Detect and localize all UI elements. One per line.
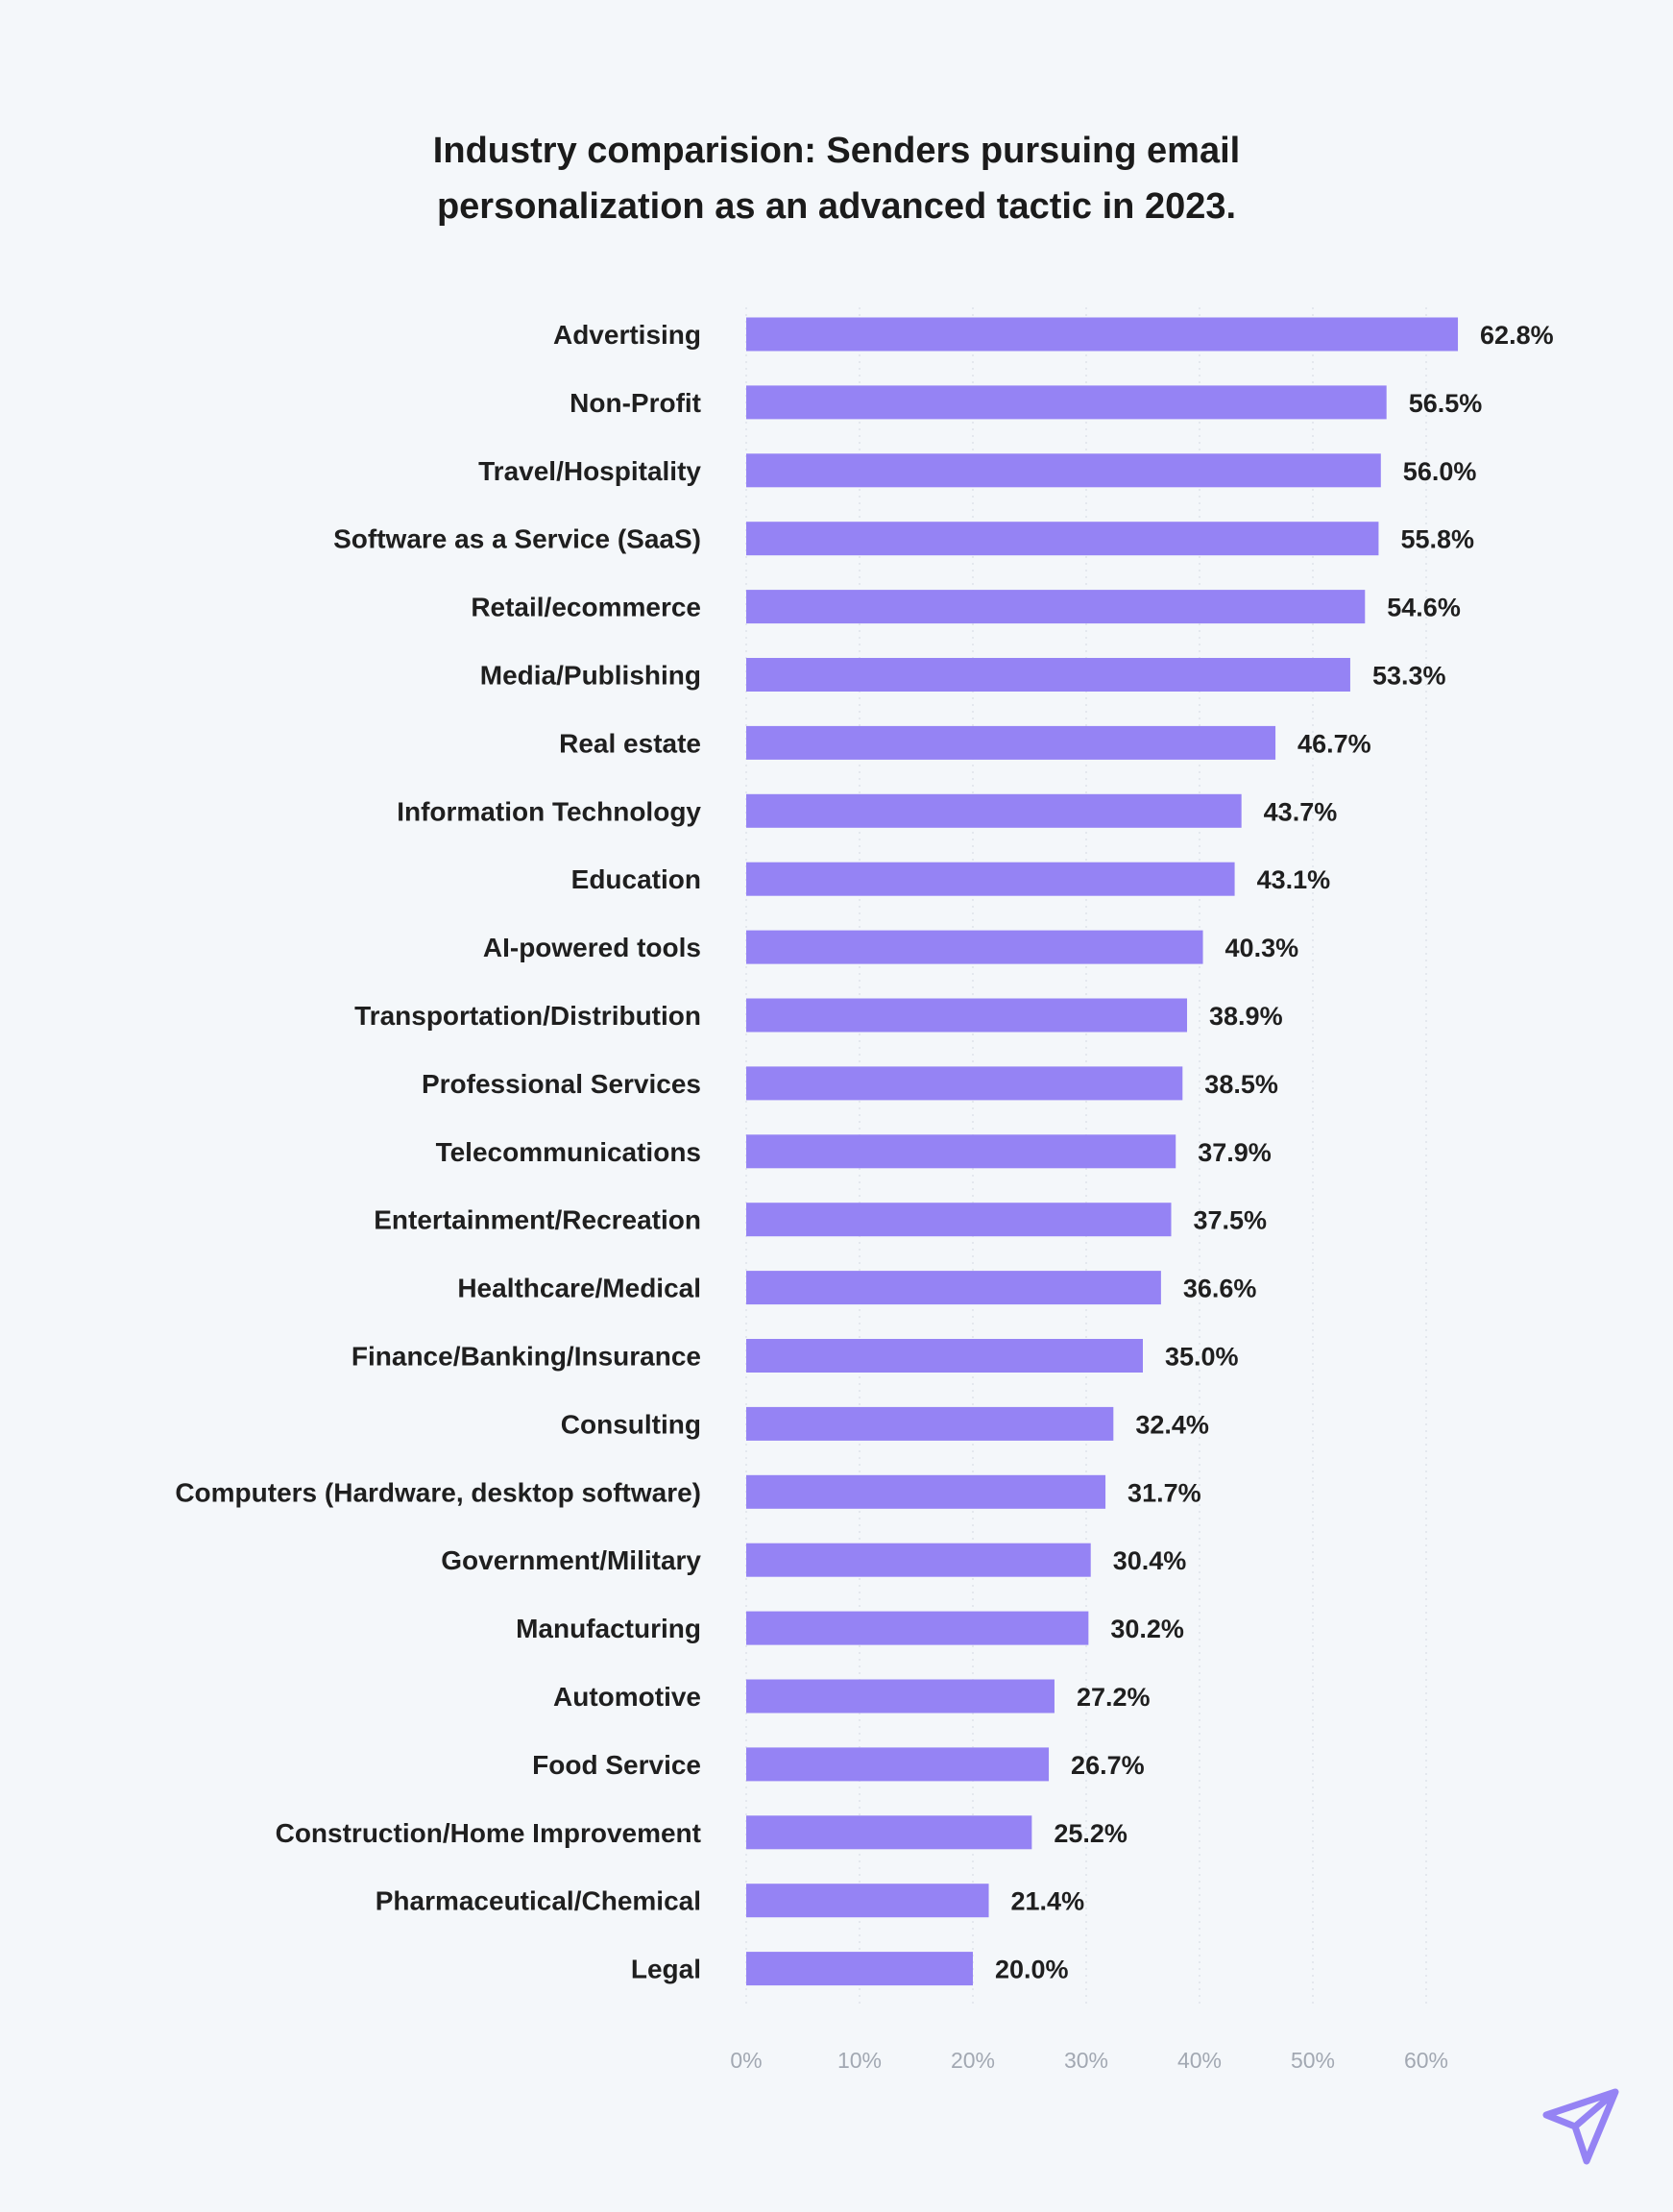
value-label: 37.5%	[1194, 1206, 1268, 1235]
value-label: 27.2%	[1077, 1683, 1151, 1712]
category-label: Transportation/Distribution	[354, 1001, 701, 1031]
value-label: 43.7%	[1264, 797, 1338, 826]
value-label: 37.9%	[1198, 1138, 1272, 1167]
category-label: Legal	[631, 1955, 701, 1984]
value-label: 46.7%	[1297, 729, 1371, 758]
category-label: Information Technology	[397, 796, 701, 826]
value-label: 21.4%	[1011, 1887, 1085, 1916]
bar	[746, 658, 1350, 692]
x-tick-label: 30%	[1064, 2048, 1108, 2073]
bar	[746, 1543, 1091, 1577]
category-label: Construction/Home Improvement	[276, 1818, 701, 1848]
value-label: 40.3%	[1225, 934, 1299, 962]
x-tick-label: 60%	[1404, 2048, 1448, 2073]
value-label: 62.8%	[1480, 321, 1554, 350]
bar	[746, 1203, 1172, 1237]
x-tick-label: 0%	[730, 2048, 762, 2073]
category-label: Education	[571, 864, 701, 894]
value-label: 36.6%	[1183, 1275, 1257, 1303]
value-label: 20.0%	[995, 1956, 1069, 1984]
bar	[746, 1747, 1050, 1782]
value-label: 32.4%	[1135, 1410, 1209, 1439]
value-label: 56.5%	[1409, 389, 1483, 418]
chart-title-line-2: personalization as an advanced tactic in…	[436, 186, 1237, 227]
category-label: Real estate	[559, 728, 701, 758]
category-label: Consulting	[561, 1409, 701, 1439]
bar	[746, 725, 1276, 760]
category-label: Travel/Hospitality	[478, 456, 701, 486]
bar	[746, 1884, 989, 1918]
bar	[746, 998, 1188, 1033]
x-tick-label: 20%	[951, 2048, 995, 2073]
value-label: 54.6%	[1387, 594, 1461, 622]
bar	[746, 1339, 1143, 1373]
category-label: Advertising	[553, 320, 701, 350]
value-label: 26.7%	[1071, 1751, 1145, 1780]
value-label: 53.3%	[1372, 662, 1446, 691]
value-label: 38.5%	[1204, 1070, 1278, 1099]
value-label: 38.9%	[1209, 1002, 1283, 1031]
category-label: AI-powered tools	[483, 933, 701, 962]
category-label: Software as a Service (SaaS)	[333, 524, 701, 554]
paper-plane-arrow-icon	[1542, 2088, 1619, 2165]
category-label: Professional Services	[422, 1069, 701, 1099]
chart-title: Industry comparision: Senders pursuing e…	[0, 123, 1673, 234]
bar	[746, 1066, 1183, 1101]
bar	[746, 317, 1459, 352]
value-label: 25.2%	[1054, 1819, 1127, 1848]
bar	[746, 385, 1387, 420]
chart-title-line-1: Industry comparision: Senders pursuing e…	[432, 131, 1241, 171]
value-label: 30.2%	[1110, 1615, 1184, 1643]
bar	[746, 1815, 1032, 1850]
bar	[746, 862, 1235, 896]
category-label: Computers (Hardware, desktop software)	[175, 1477, 701, 1507]
bar	[746, 1271, 1161, 1305]
bars: Advertising 62.8% Non-Profit 56.5% Travel/Ho…	[175, 317, 1554, 1986]
category-label: Non-Profit	[570, 388, 701, 418]
category-label: Pharmaceutical/Chemical	[376, 1886, 701, 1916]
value-label: 31.7%	[1127, 1478, 1201, 1507]
category-label: Media/Publishing	[480, 661, 701, 691]
value-label: 35.0%	[1165, 1343, 1239, 1372]
bar	[746, 1406, 1114, 1441]
bar	[746, 793, 1242, 828]
x-tick-label: 10%	[837, 2048, 882, 2073]
category-label: Finance/Banking/Insurance	[352, 1342, 701, 1372]
x-tick-label: 40%	[1177, 2048, 1222, 2073]
bar	[746, 522, 1379, 556]
value-label: 56.0%	[1403, 457, 1477, 486]
category-label: Retail/ecommerce	[471, 593, 701, 622]
value-label: 55.8%	[1400, 525, 1474, 554]
x-axis: 0% 10% 20% 30% 40% 50% 60%	[730, 2048, 1448, 2073]
bar	[746, 1679, 1055, 1714]
category-label: Automotive	[553, 1682, 701, 1712]
bar	[746, 1611, 1089, 1645]
bar	[746, 590, 1366, 624]
category-label: Government/Military	[441, 1545, 701, 1575]
value-label: 43.1%	[1257, 865, 1331, 894]
x-tick-label: 50%	[1291, 2048, 1335, 2073]
bar	[746, 453, 1381, 488]
category-label: Manufacturing	[516, 1614, 701, 1643]
category-label: Telecommunications	[436, 1137, 701, 1167]
bar	[746, 1474, 1106, 1509]
bar	[746, 1952, 973, 1986]
category-label: Entertainment/Recreation	[374, 1205, 701, 1235]
bar	[746, 1134, 1176, 1169]
category-label: Food Service	[532, 1750, 701, 1780]
bar	[746, 930, 1203, 964]
category-label: Healthcare/Medical	[457, 1274, 701, 1303]
value-label: 30.4%	[1113, 1546, 1187, 1575]
